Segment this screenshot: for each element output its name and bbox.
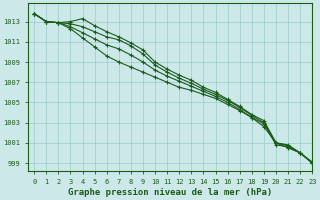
- X-axis label: Graphe pression niveau de la mer (hPa): Graphe pression niveau de la mer (hPa): [68, 188, 272, 197]
